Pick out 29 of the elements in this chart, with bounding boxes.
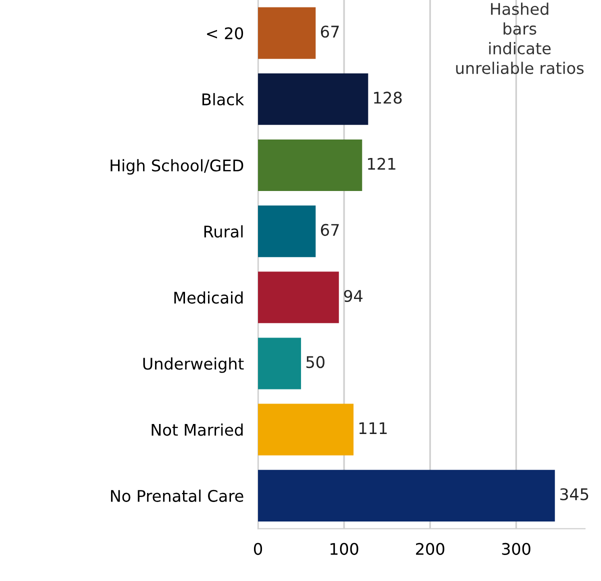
data-label: 345 [560, 488, 588, 500]
bar [258, 73, 368, 125]
y-tick-label: High School/GED [110, 159, 244, 175]
bar [258, 7, 316, 59]
y-tick-label: Underweight [143, 357, 244, 373]
data-label: 67 [320, 224, 339, 236]
bar [258, 338, 302, 390]
data-label: 50 [306, 356, 324, 368]
y-tick-label: Not Married [152, 424, 243, 436]
bar [258, 272, 339, 324]
data-label: 111 [359, 422, 387, 434]
data-label: 94 [344, 290, 362, 302]
annotation: Hashed bars indicate unreliable ratios [456, 2, 584, 74]
y-tick-label: Rural [204, 225, 243, 238]
y-tick-label: Medicaid [174, 291, 243, 304]
bar [258, 206, 316, 258]
x-tick-label: 0 [254, 542, 262, 555]
y-tick-label: No Prenatal Care [111, 490, 244, 502]
y-tick-label: < 20 [207, 27, 244, 40]
bar [258, 470, 555, 522]
data-label: 67 [320, 26, 339, 38]
data-label: 128 [374, 92, 402, 104]
x-tick-label: 300 [502, 542, 530, 555]
bar [258, 404, 354, 456]
x-tick-label: 100 [330, 542, 358, 555]
bar [258, 139, 362, 191]
y-tick-label: Black [202, 93, 244, 106]
data-label: 121 [368, 158, 396, 170]
x-tick-label: 200 [416, 542, 444, 555]
